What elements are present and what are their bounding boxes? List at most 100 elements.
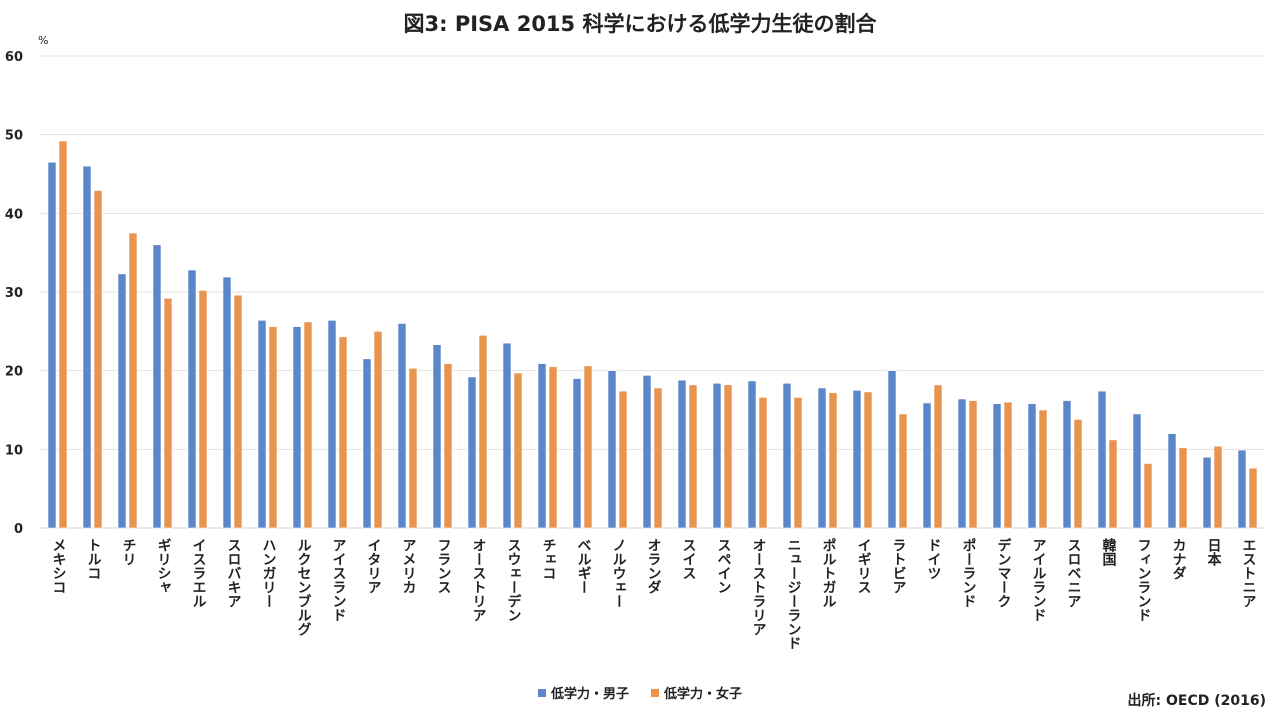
bar-female xyxy=(198,290,208,529)
bar-male xyxy=(1027,403,1037,529)
bar-male xyxy=(222,276,232,529)
bar-male xyxy=(607,370,617,529)
y-tick-label: 30 xyxy=(5,286,23,301)
x-tick-label: イギリス xyxy=(855,538,872,594)
bar-male xyxy=(572,378,582,529)
bar-male xyxy=(677,379,687,529)
x-tick-label: イタリア xyxy=(365,538,382,594)
x-tick-label: オランダ xyxy=(645,538,662,594)
y-tick-label: 60 xyxy=(5,50,23,65)
bar-female xyxy=(723,384,733,529)
bar-male xyxy=(852,390,862,529)
source-note: 出所: OECD (2016) xyxy=(1127,693,1266,709)
x-tick-label: オーストリア xyxy=(470,538,487,622)
bar-male xyxy=(922,402,932,529)
x-tick-label: ポルトガル xyxy=(820,538,837,608)
bar-male xyxy=(432,344,442,529)
bar-male xyxy=(292,326,302,529)
bar-male xyxy=(187,269,197,529)
bar-male xyxy=(257,320,267,529)
bar-male xyxy=(1132,413,1142,529)
bar-female xyxy=(688,384,698,529)
legend-swatch-female xyxy=(651,688,659,697)
legend-label-female: 低学力・女子 xyxy=(664,687,743,702)
x-tick-label: ニュージーランド xyxy=(785,538,802,650)
x-tick-label: イスラエル xyxy=(190,538,207,608)
x-tick-label: メキシコ xyxy=(50,538,67,594)
x-tick-label: フィンランド xyxy=(1135,538,1152,622)
x-tick-label: ルクセンブルグ xyxy=(295,538,312,636)
bar-male xyxy=(117,273,127,529)
x-tick-label: ハンガリー xyxy=(260,538,277,608)
x-tick-label: エストニア xyxy=(1240,538,1257,608)
bar-female xyxy=(93,190,103,529)
chart-title: 図3: PISA 2015 科学における低学力生徒の割合 xyxy=(403,12,877,36)
bar-male xyxy=(397,323,407,529)
bar-male xyxy=(1097,390,1107,529)
x-tick-label: スロバキア xyxy=(225,538,242,608)
bar-male xyxy=(1202,456,1212,529)
bar-male xyxy=(47,161,57,529)
bar-female xyxy=(1003,401,1013,529)
bar-female xyxy=(1248,467,1258,529)
bar-male xyxy=(82,165,92,529)
bar-male xyxy=(1062,400,1072,529)
bar-female xyxy=(898,413,908,529)
y-tick-label: 10 xyxy=(5,443,23,458)
bar-female xyxy=(513,372,523,529)
bar-male xyxy=(1167,433,1177,529)
bar-male xyxy=(747,380,757,529)
bar-female xyxy=(1073,419,1083,529)
y-tick-label: 40 xyxy=(5,207,23,222)
bar-male xyxy=(782,382,792,529)
x-tick-label: スウェーデン xyxy=(505,538,522,622)
bar-female xyxy=(268,326,278,529)
bar-female xyxy=(58,140,68,529)
x-tick-label: デンマーク xyxy=(995,538,1012,608)
x-tick-label: アイスランド xyxy=(330,538,347,622)
x-tick-label: スロベニア xyxy=(1065,538,1082,608)
bar-female xyxy=(1178,447,1188,529)
bar-female xyxy=(793,397,803,529)
x-tick-label: ラトビア xyxy=(890,538,907,594)
x-tick-label: 日本 xyxy=(1205,538,1222,566)
x-tick-label: アイルランド xyxy=(1030,538,1047,622)
x-tick-label: ドイツ xyxy=(925,538,942,580)
x-tick-label: チェコ xyxy=(540,538,557,580)
y-axis-unit: % xyxy=(38,34,49,47)
x-tick-label: トルコ xyxy=(85,538,102,580)
bar-female xyxy=(933,384,943,529)
bar-male xyxy=(817,387,827,529)
bar-female xyxy=(863,391,873,529)
bar-female xyxy=(1143,463,1153,529)
bar-female xyxy=(373,331,383,529)
x-tick-label: ポーランド xyxy=(960,538,977,608)
x-tick-label: ギリシャ xyxy=(155,538,172,594)
x-tick-label: カナダ xyxy=(1170,538,1187,580)
bar-female xyxy=(163,297,173,529)
x-tick-label: ノルウェー xyxy=(610,538,627,608)
bar-female xyxy=(653,387,663,529)
legend-item-female: 低学力・女子 xyxy=(651,683,742,702)
bar-male xyxy=(957,398,967,529)
bar-male xyxy=(642,375,652,529)
bar-female xyxy=(338,336,348,529)
bar-female xyxy=(968,400,978,529)
bar-male xyxy=(327,320,337,529)
x-tick-label: オーストラリア xyxy=(750,538,767,636)
bar-female xyxy=(618,390,628,529)
bar-female xyxy=(1038,409,1048,529)
x-tick-label: フランス xyxy=(435,538,452,594)
bar-female xyxy=(758,397,768,529)
bar-female xyxy=(478,334,488,529)
bar-female xyxy=(583,365,593,529)
y-tick-label: 0 xyxy=(14,522,23,537)
bar-male xyxy=(362,358,372,529)
legend-swatch-male xyxy=(537,688,546,697)
bar-female xyxy=(828,392,838,529)
legend-item-male: 低学力・男子 xyxy=(537,683,629,702)
bar-male xyxy=(152,244,162,529)
x-tick-label: ベルギー xyxy=(575,538,592,594)
y-tick-label: 20 xyxy=(5,365,23,380)
